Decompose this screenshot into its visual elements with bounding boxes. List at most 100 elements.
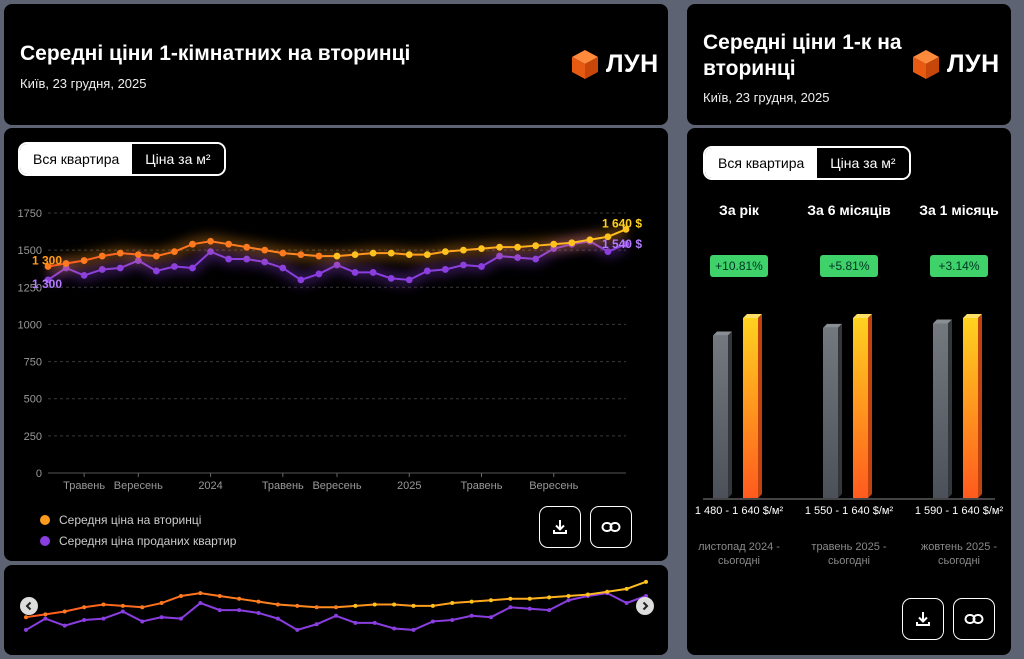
data-point[interactable] <box>134 251 142 258</box>
data-point[interactable] <box>80 257 88 264</box>
navigator-point <box>140 605 145 610</box>
navigator-right-button[interactable] <box>636 597 654 615</box>
data-point[interactable] <box>207 237 214 245</box>
navigator-point <box>624 601 629 606</box>
data-point[interactable] <box>207 248 214 256</box>
data-point[interactable] <box>514 254 522 261</box>
data-point[interactable] <box>423 267 431 275</box>
data-point[interactable] <box>514 243 522 251</box>
data-point[interactable] <box>261 246 269 254</box>
navigator-point <box>566 598 571 603</box>
navigator-point <box>411 627 416 632</box>
bar-grey <box>823 327 838 498</box>
data-point[interactable] <box>568 239 576 247</box>
download-button[interactable] <box>539 506 581 548</box>
data-point[interactable] <box>351 251 359 258</box>
data-point[interactable] <box>243 243 251 251</box>
data-point[interactable] <box>496 252 503 260</box>
data-point[interactable] <box>98 252 106 260</box>
navigator-point <box>256 610 261 615</box>
data-point[interactable] <box>171 263 178 270</box>
data-point[interactable] <box>496 243 503 251</box>
x-tick-label: Травень <box>461 480 503 492</box>
navigator-point <box>82 605 87 610</box>
data-point[interactable] <box>116 264 124 272</box>
data-point[interactable] <box>243 255 251 263</box>
data-point[interactable] <box>604 248 612 256</box>
price-mode-toggle[interactable]: Вся квартира Ціна за м² <box>18 142 226 176</box>
bar-grey-side <box>948 319 952 498</box>
data-point[interactable] <box>297 276 305 284</box>
share-link-button[interactable] <box>953 598 995 640</box>
data-point[interactable] <box>478 245 485 253</box>
data-point[interactable] <box>171 248 178 256</box>
data-point[interactable] <box>189 240 196 248</box>
bar-grey-top <box>823 323 842 328</box>
data-point[interactable] <box>369 269 377 276</box>
share-link-button[interactable] <box>590 506 632 548</box>
data-point[interactable] <box>225 255 233 263</box>
data-point[interactable] <box>189 264 196 272</box>
data-point[interactable] <box>225 240 233 248</box>
data-point[interactable] <box>441 266 449 273</box>
data-point[interactable] <box>333 252 341 260</box>
data-point[interactable] <box>152 252 160 260</box>
toggle-price-per-sqm[interactable]: Ціна за м² <box>817 148 909 178</box>
data-point[interactable] <box>604 233 612 241</box>
toggle-whole-apartment[interactable]: Вся квартира <box>20 144 133 174</box>
y-tick-label: 500 <box>24 394 42 406</box>
navigator-point <box>101 602 106 607</box>
navigator-left-button[interactable] <box>20 597 38 615</box>
navigator-point <box>585 592 590 597</box>
data-point[interactable] <box>62 260 70 267</box>
data-point[interactable] <box>423 251 431 258</box>
navigator-point <box>62 609 67 614</box>
data-point[interactable] <box>622 225 630 233</box>
data-point[interactable] <box>116 249 124 257</box>
price-mode-toggle[interactable]: Вся квартира Ціна за м² <box>703 146 911 180</box>
data-point[interactable] <box>44 263 52 270</box>
y-tick-label: 1750 <box>18 208 42 220</box>
legend-dot-purple <box>40 536 50 546</box>
navigator-chart[interactable] <box>4 565 668 655</box>
data-point[interactable] <box>369 249 377 257</box>
data-point[interactable] <box>152 267 160 275</box>
data-point[interactable] <box>315 252 323 260</box>
data-point[interactable] <box>387 249 395 257</box>
navigator-point <box>275 602 280 607</box>
navigator-point <box>198 591 203 596</box>
data-point[interactable] <box>279 249 287 257</box>
navigator-line-1 <box>25 592 647 632</box>
data-point[interactable] <box>405 251 413 258</box>
cube-icon <box>572 50 598 79</box>
data-point[interactable] <box>550 240 558 248</box>
range-navigator-panel[interactable] <box>4 565 668 655</box>
data-point[interactable] <box>297 251 305 258</box>
x-tick-label: 2024 <box>198 480 222 492</box>
navigator-point <box>237 608 242 613</box>
data-point[interactable] <box>532 242 540 250</box>
data-point[interactable] <box>80 272 88 279</box>
period-year: листопад 2024 - сьогодні <box>698 541 780 567</box>
navigator-point <box>217 608 222 613</box>
data-point[interactable] <box>441 248 449 256</box>
data-point[interactable] <box>586 236 594 244</box>
data-point[interactable] <box>460 246 467 254</box>
data-point[interactable] <box>333 261 341 269</box>
data-point[interactable] <box>405 276 413 284</box>
toggle-price-per-sqm[interactable]: Ціна за м² <box>132 144 224 174</box>
data-point[interactable] <box>478 263 485 270</box>
data-point[interactable] <box>98 266 106 273</box>
data-point[interactable] <box>387 274 395 282</box>
download-button[interactable] <box>902 598 944 640</box>
data-point[interactable] <box>351 269 359 276</box>
data-point[interactable] <box>279 264 287 272</box>
data-point[interactable] <box>622 240 630 248</box>
data-point[interactable] <box>315 270 323 278</box>
data-point[interactable] <box>460 261 467 269</box>
change-badge-year: +10.81% <box>710 255 768 277</box>
data-point[interactable] <box>44 276 52 284</box>
data-point[interactable] <box>532 255 540 263</box>
data-point[interactable] <box>261 258 269 266</box>
toggle-whole-apartment[interactable]: Вся квартира <box>705 148 818 178</box>
